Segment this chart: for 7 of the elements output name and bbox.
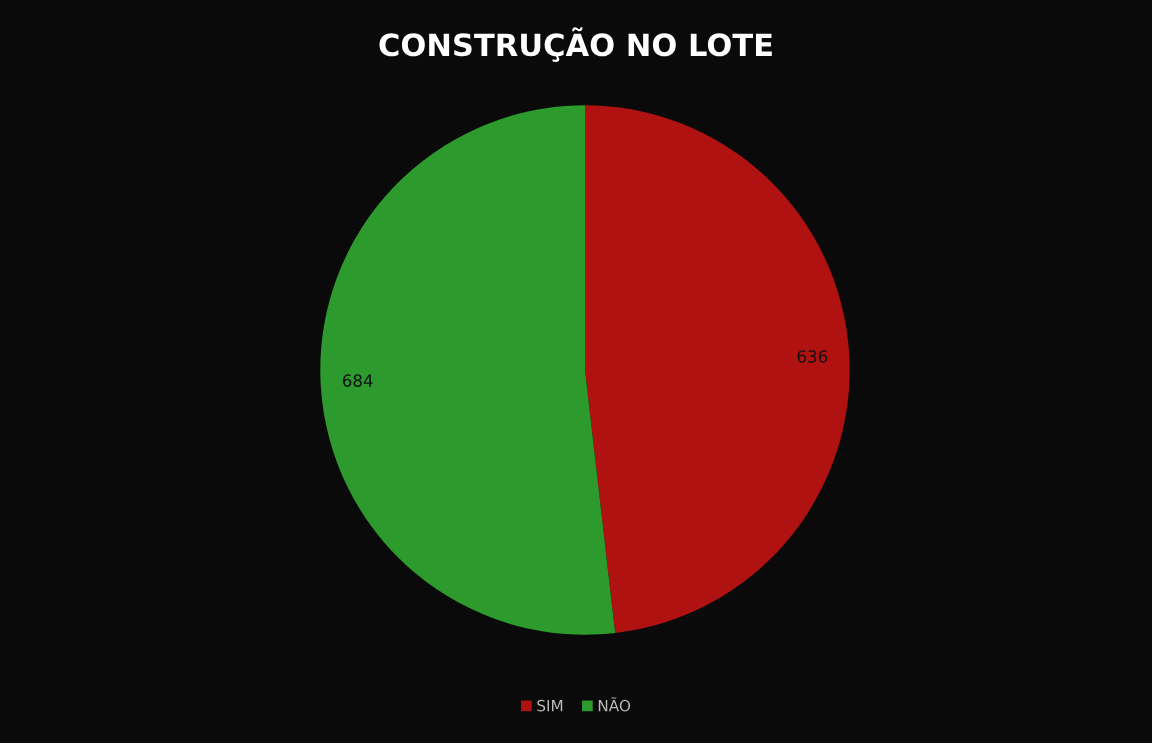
- chart-title: CONSTRUÇÃO NO LOTE: [379, 27, 772, 62]
- legend-label: NÃO: [598, 697, 631, 712]
- pie-slice: [585, 105, 850, 633]
- data-label: 684: [342, 374, 373, 387]
- data-label: 636: [797, 350, 828, 363]
- legend-label: SIM: [537, 699, 563, 712]
- pie-slice: [320, 105, 616, 635]
